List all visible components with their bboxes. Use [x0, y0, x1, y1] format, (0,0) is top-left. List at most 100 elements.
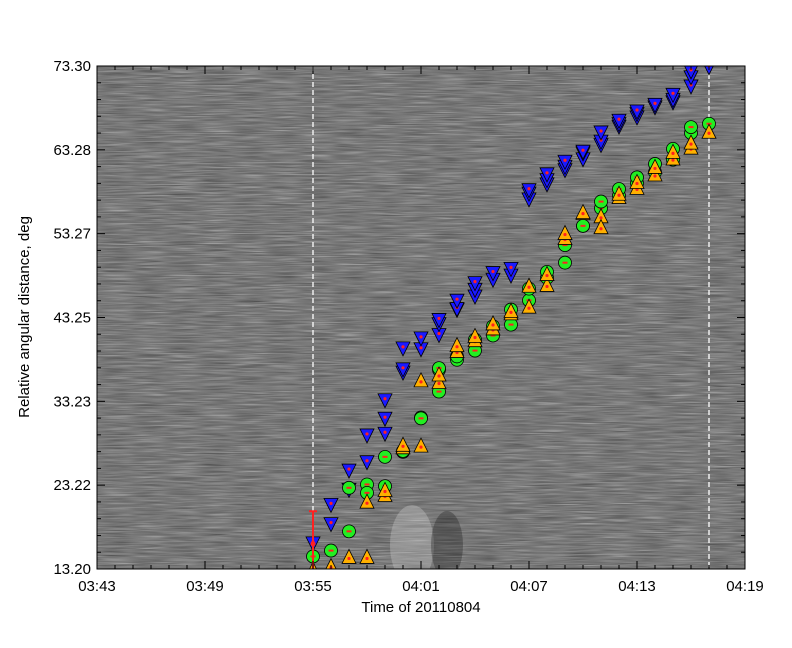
lower-data-point: [431, 366, 447, 382]
lower-point-center: [581, 212, 585, 216]
lower-point-center: [419, 380, 423, 384]
upper-data-point: [395, 362, 411, 378]
lower-point-center: [653, 166, 657, 171]
upper-data-point: [684, 66, 698, 80]
lower-point-center: [635, 181, 639, 186]
upper-data-point: [647, 97, 663, 114]
upper-point-center: [617, 117, 621, 121]
lower-point-center: [599, 216, 603, 220]
upper-data-point: [323, 497, 339, 514]
upper-point-center: [545, 171, 549, 175]
upper-point-center: [527, 187, 531, 191]
lower-data-point: [413, 437, 429, 453]
lower-point-center: [671, 151, 675, 155]
lower-data-point: [575, 203, 591, 220]
y-tick-label: 53.27: [53, 226, 91, 243]
upper-data-point: [629, 104, 645, 120]
lower-data-point: [359, 493, 375, 509]
upper-point-center: [365, 432, 369, 436]
upper-point-center: [455, 297, 459, 301]
lower-data-point: [325, 557, 337, 569]
lower-point-center: [437, 374, 441, 378]
upper-data-point: [323, 517, 339, 533]
lower-point-center: [617, 193, 621, 197]
upper-point-center: [383, 397, 387, 401]
lower-point-center: [419, 445, 423, 449]
y-axis-title: Relative angular distance, deg: [16, 216, 33, 418]
noise-texture: [97, 66, 745, 569]
lower-point-center: [563, 232, 567, 237]
lower-data-point: [395, 436, 411, 452]
lower-point-center: [473, 335, 477, 340]
lower-data-point: [539, 265, 555, 281]
lower-point-center: [401, 444, 405, 448]
upper-data-point: [449, 293, 465, 310]
y-tick-label: 43.25: [53, 310, 91, 327]
x-tick-labels: 03:43 03:49 03:55 04:01 04:07 04:13 04:19: [78, 578, 764, 595]
lower-data-point: [593, 218, 609, 235]
upper-data-point: [503, 261, 519, 278]
upper-point-center: [419, 335, 423, 339]
x-tick-label: 04:19: [726, 578, 764, 595]
upper-point-center: [437, 316, 441, 321]
lower-data-point: [485, 315, 501, 331]
upper-data-point: [359, 455, 375, 471]
lower-point-center: [437, 381, 441, 386]
lower-data-point: [629, 173, 645, 189]
lower-data-point: [521, 277, 537, 293]
lower-data-point: [647, 166, 663, 182]
y-tick-label: 63.28: [53, 142, 91, 159]
lower-point-center: [545, 284, 549, 289]
x-tick-label: 04:01: [402, 578, 440, 595]
upper-data-point: [593, 125, 609, 141]
upper-data-point: [413, 331, 429, 347]
upper-data-point: [704, 66, 714, 76]
lower-point-center: [527, 285, 531, 289]
upper-point-center: [419, 346, 423, 350]
lower-data-point: [377, 481, 393, 497]
x-tick-label: 03:55: [294, 578, 332, 595]
upper-data-point: [539, 167, 555, 183]
lower-data-point: [665, 143, 681, 159]
lower-point-center: [671, 158, 675, 162]
upper-point-center: [383, 430, 387, 434]
bright-feature: [390, 505, 434, 569]
lower-point-center: [707, 131, 711, 135]
upper-point-center: [401, 366, 405, 370]
upper-data-point: [611, 113, 627, 130]
error-bar-center: [310, 541, 316, 547]
upper-point-center: [329, 521, 333, 525]
upper-data-point: [575, 144, 591, 161]
upper-point-center: [635, 108, 639, 112]
upper-data-point: [377, 393, 393, 409]
upper-data-point: [431, 313, 447, 329]
x-tick-label: 03:43: [78, 578, 116, 595]
lower-data-point: [701, 123, 717, 139]
upper-point-center: [401, 345, 405, 349]
x-tick-label: 04:13: [618, 578, 656, 595]
upper-data-point: [341, 463, 357, 479]
lower-point-center: [347, 556, 351, 561]
upper-point-center: [581, 148, 585, 152]
y-tick-label: 33.23: [53, 393, 91, 410]
y-tick-label: 23.22: [53, 477, 91, 494]
lower-point-center: [365, 556, 369, 561]
upper-point-center: [437, 331, 441, 336]
upper-data-point: [359, 428, 375, 444]
upper-point-center: [509, 265, 513, 269]
upper-point-center: [383, 415, 387, 419]
upper-point-center: [491, 269, 495, 274]
upper-data-point: [467, 276, 483, 292]
upper-data-point: [377, 411, 393, 428]
lower-data-point: [341, 548, 357, 564]
lower-data-point: [647, 158, 663, 174]
lower-point-center: [689, 142, 693, 146]
x-axis-title: Time of 20110804: [361, 599, 480, 616]
lower-data-point: [503, 302, 519, 318]
upper-data-point: [377, 426, 393, 443]
upper-data-point: [395, 341, 411, 357]
y-tick-label: 73.30: [53, 58, 91, 75]
upper-data-point: [521, 183, 537, 199]
upper-data-point: [485, 266, 501, 282]
